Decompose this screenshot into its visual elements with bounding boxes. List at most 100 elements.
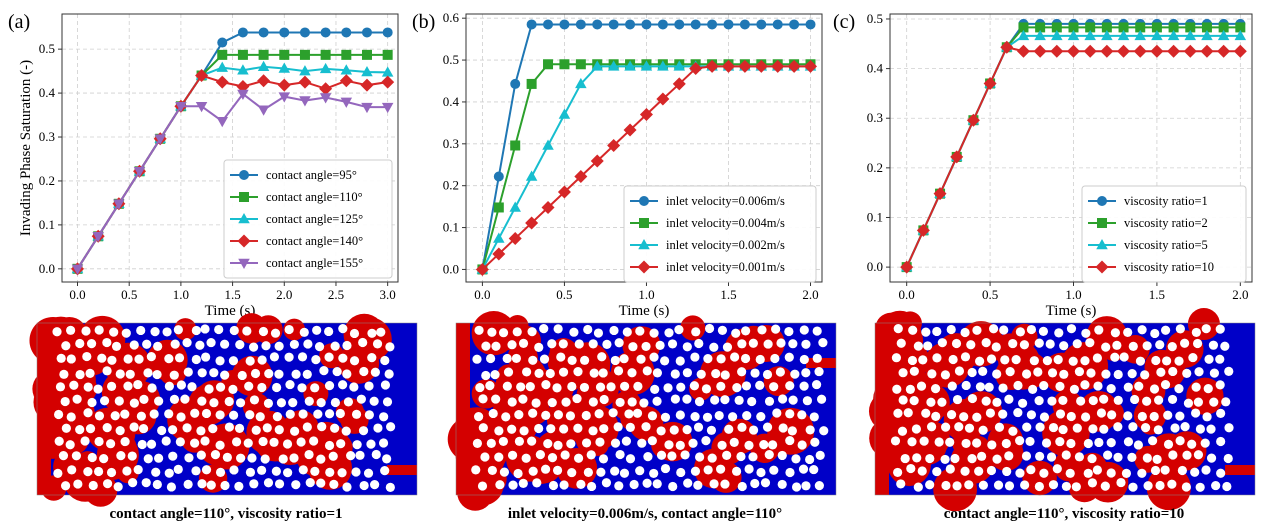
y-tick-label: 0.0 [867,259,883,274]
grain [83,382,93,392]
grain [527,436,537,446]
grain [1026,324,1037,335]
y-tick-label: 0.6 [443,10,460,25]
grain [711,368,721,379]
grain [514,410,524,420]
grain [1055,436,1065,447]
data-point [933,187,947,201]
grain [913,341,923,351]
grain [923,341,933,351]
grain [80,436,90,446]
grain [137,439,147,450]
grain [316,398,326,408]
grain [136,411,146,421]
grain [1190,467,1200,477]
grain [1088,424,1098,434]
outlet-channel [1235,323,1255,495]
grain [1087,453,1097,464]
grain [324,326,334,337]
grain [1020,480,1030,490]
grain [641,341,651,352]
series-line [76,92,388,270]
grain [474,412,484,422]
data-point [543,59,554,70]
grain [675,440,685,450]
grain [716,381,726,391]
grain [906,463,916,474]
grain [960,327,970,338]
grain [810,437,820,447]
grain [215,356,225,366]
grain [258,436,268,447]
grain [893,467,903,478]
grain [317,422,327,432]
grain [967,393,978,404]
x-tick-label: 1.5 [1149,287,1165,302]
grain [1015,468,1025,478]
grain [114,396,124,406]
data-point [492,247,506,261]
data-point [361,102,373,114]
data-point [237,64,249,75]
data-point [320,49,331,60]
grain [1221,397,1231,407]
grain [1013,380,1023,391]
grain [1224,366,1234,376]
data-point [1201,22,1212,33]
y-tick-label: 0.4 [443,94,460,109]
outlet-finger [806,358,836,368]
grain [1026,465,1036,475]
data-point [340,64,353,75]
grain [1182,368,1192,379]
grain [1195,424,1206,434]
y-tick-label: 0.1 [39,217,55,232]
image-border [874,322,1256,496]
grain [729,437,739,448]
grain [896,338,906,348]
grain [988,324,999,334]
x-tick-label: 0.0 [69,287,85,302]
grain [1028,384,1038,394]
grain [1163,410,1173,420]
grain [66,325,76,335]
grain [85,423,96,434]
grain [1130,394,1140,405]
grain [271,466,281,476]
grain [986,354,997,364]
data-point [966,113,980,127]
data-point [493,202,504,213]
grain [1029,356,1039,366]
grain [152,369,162,380]
outlet-finger [387,465,417,475]
grain [903,408,913,418]
grain [182,423,192,433]
grain [298,409,308,419]
grain [299,327,309,337]
x-tick-label: 0.5 [556,287,572,302]
grain [801,481,811,491]
grain [940,370,951,380]
legend-box [623,185,817,283]
grain [940,454,950,465]
grain [1059,369,1069,379]
grain [1193,450,1204,460]
grain [495,480,505,490]
grain [1211,480,1221,491]
data-point [1017,29,1030,41]
grain [195,340,205,350]
grain [75,338,85,349]
grain [164,409,174,419]
grain [768,440,778,450]
grain [127,451,137,461]
grain [742,410,752,421]
data-point [1033,44,1047,58]
grain [1083,468,1093,478]
grain [1113,369,1123,380]
grain [1151,355,1161,366]
grain [1187,439,1197,449]
grain [370,367,380,377]
chart-b: 0.0 0.5 1.0 1.5 2.0 0.0 0.1 0.2 0.3 0.4 0.5 0.6 Time… [443,10,823,319]
grain [175,437,185,447]
grain [1099,394,1109,404]
data-point [983,76,997,90]
